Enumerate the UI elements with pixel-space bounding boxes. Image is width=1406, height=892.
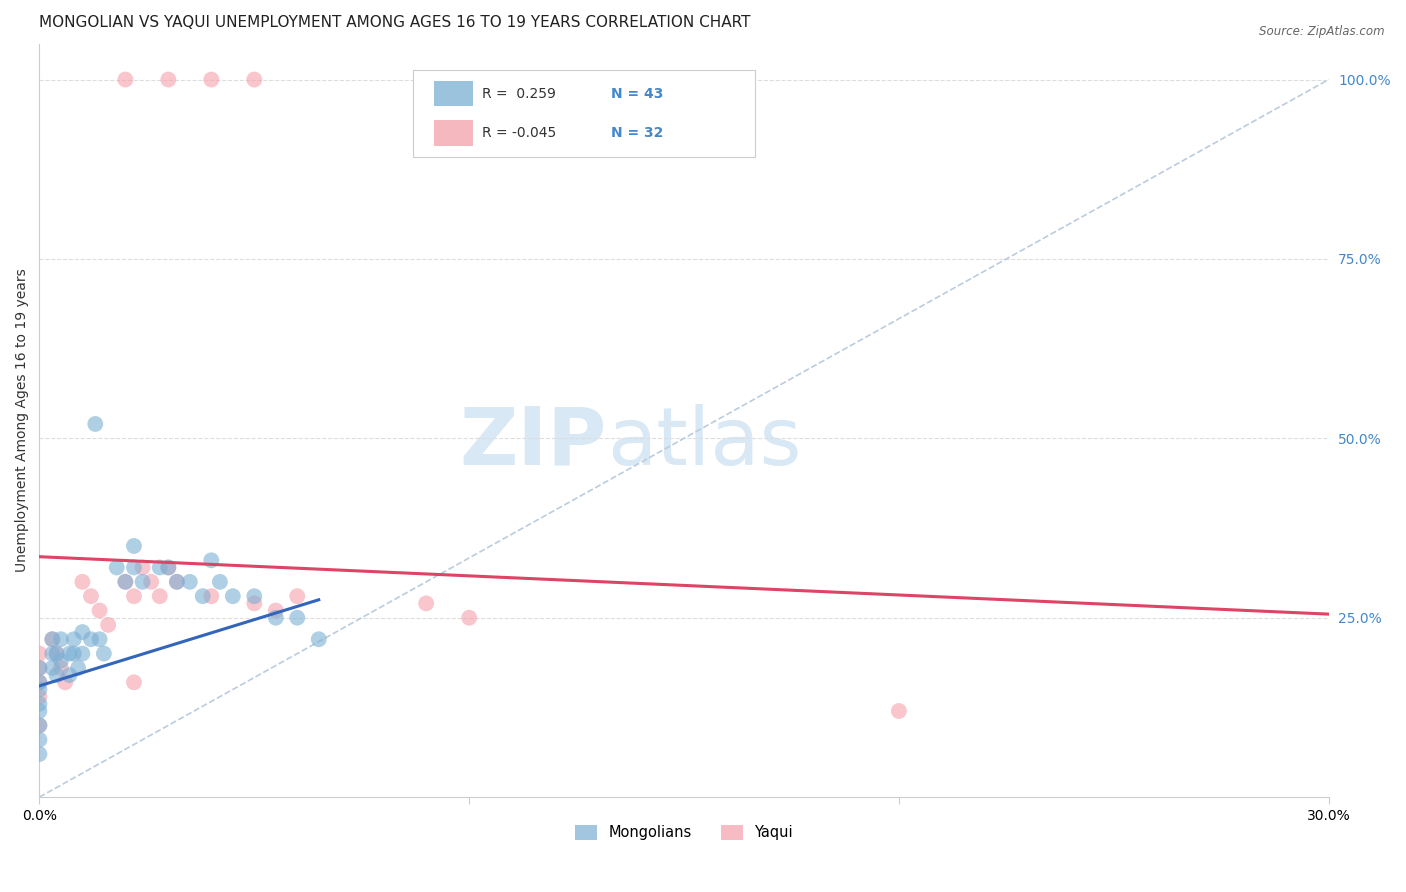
Point [114, 574, 136, 589]
Point [141, 574, 163, 589]
Point [285, 589, 308, 603]
Point [200, 589, 222, 603]
Point [45, 647, 67, 661]
Point [58, 668, 80, 682]
Point [28, 718, 51, 732]
Text: MONGOLIAN VS YAQUI UNEMPLOYMENT AMONG AGES 16 TO 19 YEARS CORRELATION CHART: MONGOLIAN VS YAQUI UNEMPLOYMENT AMONG AG… [39, 15, 751, 30]
Point [28, 718, 51, 732]
Point [887, 704, 910, 718]
Point [62, 632, 84, 647]
FancyBboxPatch shape [434, 120, 472, 146]
Point [28, 661, 51, 675]
Point [58, 647, 80, 661]
Point [93, 647, 115, 661]
Point [72, 625, 94, 640]
Point [166, 574, 188, 589]
Point [264, 603, 287, 617]
Point [45, 647, 67, 661]
Text: N = 43: N = 43 [610, 87, 662, 101]
Point [122, 560, 145, 574]
Point [179, 574, 201, 589]
Point [149, 589, 172, 603]
Point [243, 596, 266, 610]
Point [105, 560, 128, 574]
Point [114, 574, 136, 589]
Y-axis label: Unemployment Among Ages 16 to 19 years: Unemployment Among Ages 16 to 19 years [15, 268, 30, 573]
Point [149, 560, 172, 574]
Point [122, 675, 145, 690]
Point [285, 611, 308, 625]
Point [28, 690, 51, 704]
Point [97, 618, 120, 632]
Point [122, 539, 145, 553]
Point [89, 632, 111, 647]
FancyBboxPatch shape [434, 81, 472, 106]
Point [166, 574, 188, 589]
Point [84, 417, 107, 431]
Text: ZIP: ZIP [460, 404, 606, 482]
Point [49, 654, 72, 668]
Point [415, 596, 437, 610]
Text: N = 32: N = 32 [610, 126, 662, 140]
Point [222, 589, 245, 603]
Text: R = -0.045: R = -0.045 [482, 126, 555, 140]
Point [28, 732, 51, 747]
Point [41, 632, 63, 647]
Point [62, 647, 84, 661]
Point [41, 661, 63, 675]
Point [41, 647, 63, 661]
Point [208, 574, 231, 589]
Point [28, 647, 51, 661]
Point [243, 589, 266, 603]
Point [191, 589, 214, 603]
Point [264, 611, 287, 625]
Point [72, 574, 94, 589]
Point [28, 675, 51, 690]
Point [157, 560, 180, 574]
Point [28, 697, 51, 711]
Point [200, 553, 222, 567]
Point [308, 632, 330, 647]
Point [67, 661, 90, 675]
Point [131, 574, 153, 589]
Point [28, 704, 51, 718]
Point [49, 632, 72, 647]
Point [89, 603, 111, 617]
Point [49, 661, 72, 675]
Point [80, 589, 103, 603]
Text: R =  0.259: R = 0.259 [482, 87, 555, 101]
Point [114, 72, 136, 87]
Point [28, 661, 51, 675]
Text: atlas: atlas [606, 404, 801, 482]
Point [28, 682, 51, 697]
Legend: Mongolians, Yaqui: Mongolians, Yaqui [569, 819, 799, 847]
Point [243, 72, 266, 87]
Point [122, 589, 145, 603]
Text: Source: ZipAtlas.com: Source: ZipAtlas.com [1260, 25, 1385, 38]
Point [28, 747, 51, 761]
Point [80, 632, 103, 647]
Point [200, 72, 222, 87]
Point [72, 647, 94, 661]
Point [157, 560, 180, 574]
Point [45, 668, 67, 682]
Point [131, 560, 153, 574]
Point [53, 675, 76, 690]
Point [458, 611, 481, 625]
Point [28, 675, 51, 690]
Point [157, 72, 180, 87]
Point [41, 632, 63, 647]
FancyBboxPatch shape [413, 70, 755, 157]
